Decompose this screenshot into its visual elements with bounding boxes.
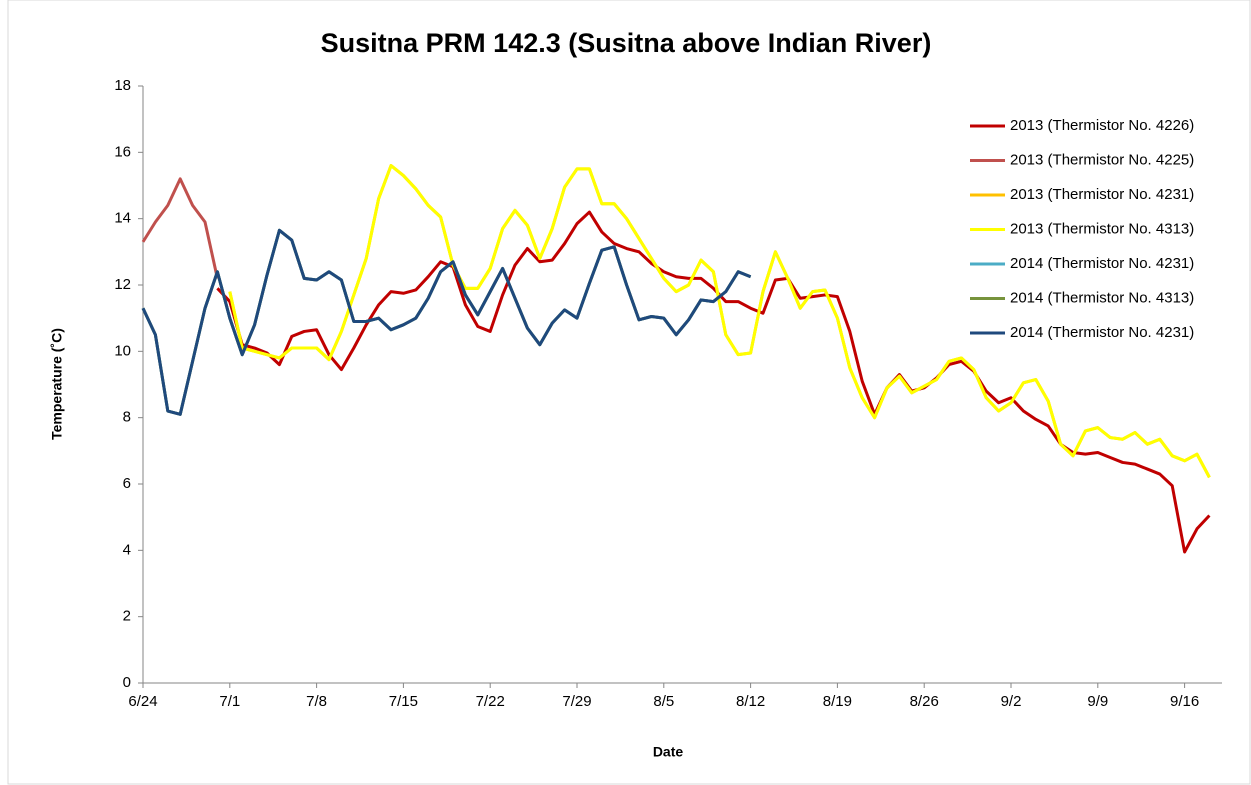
x-tick-label: 7/29	[562, 693, 591, 710]
y-tick-label: 6	[123, 475, 131, 492]
y-tick-label: 14	[114, 210, 131, 227]
y-axis-label: Temperature (˚C)	[49, 328, 65, 440]
y-tick-label: 4	[123, 541, 131, 558]
legend-label: 2014 (Thermistor No. 4231)	[1010, 324, 1194, 341]
x-tick-label: 8/26	[910, 693, 939, 710]
series-line	[216, 210, 1211, 554]
x-tick-label: 9/16	[1170, 693, 1199, 710]
legend-label: 2014 (Thermistor No. 4231)	[1010, 255, 1194, 272]
x-tick-label: 8/5	[653, 693, 674, 710]
x-tick-label: 7/1	[219, 693, 240, 710]
y-tick-label: 0	[123, 674, 131, 691]
x-tick-label: 9/2	[1001, 693, 1022, 710]
y-tick-label: 2	[123, 608, 131, 625]
x-tick-label: 7/15	[389, 693, 418, 710]
y-tick-label: 18	[114, 77, 131, 94]
y-tick-label: 16	[114, 143, 131, 160]
legend-label: 2013 (Thermistor No. 4231)	[1010, 186, 1194, 203]
legend-label: 2014 (Thermistor No. 4313)	[1010, 289, 1194, 306]
series-line	[141, 177, 219, 279]
x-tick-label: 9/9	[1087, 693, 1108, 710]
y-tick-label: 12	[114, 276, 131, 293]
legend-label: 2013 (Thermistor No. 4226)	[1010, 117, 1194, 134]
legend-label: 2013 (Thermistor No. 4225)	[1010, 151, 1194, 168]
x-tick-label: 6/24	[128, 693, 157, 710]
x-tick-label: 7/22	[476, 693, 505, 710]
x-axis-label: Date	[653, 744, 684, 760]
chart-title: Susitna PRM 142.3 (Susitna above Indian …	[321, 28, 932, 58]
x-tick-label: 7/8	[306, 693, 327, 710]
x-tick-label: 8/12	[736, 693, 765, 710]
series-line	[141, 228, 752, 416]
legend-label: 2013 (Thermistor No. 4313)	[1010, 220, 1194, 237]
y-tick-label: 10	[114, 342, 131, 359]
y-tick-label: 8	[123, 409, 131, 426]
series-line	[228, 164, 1211, 479]
x-tick-label: 8/19	[823, 693, 852, 710]
